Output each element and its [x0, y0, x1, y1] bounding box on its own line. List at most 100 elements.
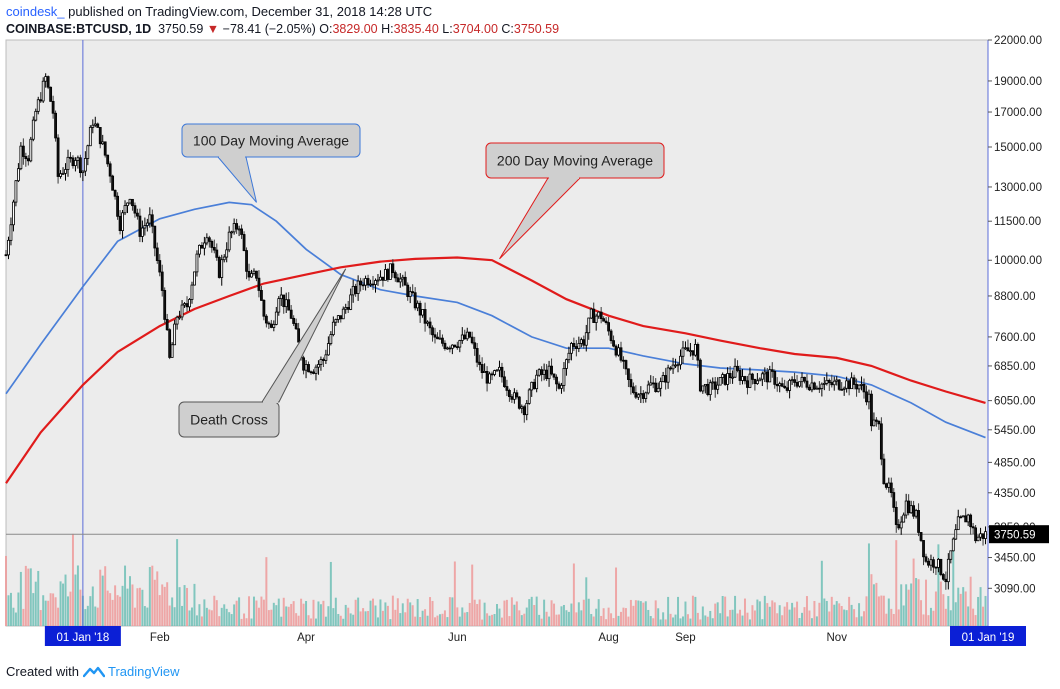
- time-axis: 01 Jan '18 Feb Apr Jun Aug Sep Nov 01 Jan '19: [44, 626, 1026, 646]
- volume-bar: [895, 540, 898, 626]
- candle: [619, 347, 623, 361]
- publish-line: coindesk_ published on TradingView.com, …: [6, 4, 432, 19]
- candle: [656, 387, 660, 392]
- volume-bar: [977, 596, 980, 626]
- volume-bar: [471, 564, 474, 626]
- volume-bar: [307, 615, 310, 626]
- callout-label: 200 Day Moving Average: [497, 153, 653, 169]
- volume-bar: [667, 596, 670, 626]
- volume-bar: [146, 607, 149, 626]
- candle: [485, 371, 489, 384]
- candle: [56, 137, 60, 177]
- volume-bar: [962, 587, 965, 626]
- candle: [198, 244, 201, 255]
- volume-bar: [280, 616, 283, 626]
- volume-bar: [907, 589, 910, 626]
- candle: [473, 342, 477, 349]
- candle: [113, 189, 117, 197]
- volume-bar: [14, 612, 17, 626]
- volume-bar: [446, 617, 449, 626]
- volume-bar: [783, 606, 786, 626]
- volume-bar: [944, 608, 947, 626]
- candle: [4, 254, 8, 257]
- volume-bar: [565, 610, 568, 626]
- candle: [463, 334, 467, 340]
- candle: [450, 344, 454, 349]
- volume-bar: [47, 600, 50, 626]
- volume-bar: [171, 597, 174, 626]
- volume-bar: [406, 598, 409, 626]
- volume-bar: [49, 593, 52, 626]
- candle: [879, 423, 883, 460]
- volume-bar: [99, 569, 102, 626]
- volume-bar: [788, 609, 791, 626]
- candle: [54, 112, 57, 139]
- volume-bar: [312, 599, 315, 626]
- candle: [207, 237, 211, 242]
- candle: [552, 373, 556, 378]
- candle: [309, 371, 313, 374]
- volume-bar: [292, 601, 295, 626]
- volume-bar: [942, 594, 945, 626]
- volume-bar: [481, 619, 484, 626]
- volume-bar: [111, 599, 114, 626]
- candle: [557, 383, 561, 389]
- candle: [932, 559, 935, 568]
- price-axis: 22000.00 19000.00 17000.00 15000.00 13000.00…: [988, 35, 1060, 626]
- candle: [904, 500, 908, 516]
- candle: [681, 347, 685, 357]
- candle: [448, 347, 452, 350]
- candle: [413, 292, 417, 309]
- candle: [446, 347, 449, 350]
- volume-bar: [659, 619, 662, 626]
- candle: [706, 383, 710, 396]
- volume-bar: [317, 601, 320, 626]
- volume-bar: [461, 607, 464, 626]
- volume-bar: [314, 618, 317, 626]
- candle: [827, 379, 831, 383]
- volume-bar: [669, 613, 672, 626]
- price-chart[interactable]: 100 Day Moving Average 200 Day Moving Ave…: [0, 0, 1060, 650]
- volume-bar: [245, 618, 248, 626]
- candle: [272, 324, 276, 328]
- volume-bar: [305, 600, 308, 626]
- volume-bar: [900, 584, 903, 626]
- volume-bar: [332, 608, 335, 626]
- volume-bar: [553, 603, 556, 626]
- candle: [202, 242, 206, 249]
- volume-bar: [865, 596, 868, 626]
- volume-bar: [984, 595, 987, 626]
- candle: [574, 346, 578, 349]
- volume-bar: [719, 613, 722, 626]
- candle: [686, 347, 690, 352]
- candle: [622, 359, 625, 362]
- y-tick-label: 3090.00: [994, 583, 1036, 595]
- author-link[interactable]: coindesk_: [6, 4, 65, 19]
- volume-bar: [128, 576, 131, 626]
- volume-bar: [178, 587, 181, 626]
- volume-bar: [302, 603, 305, 626]
- candle: [428, 321, 432, 329]
- low-value: 3704.00: [452, 22, 498, 36]
- candle: [480, 364, 484, 373]
- tradingview-link[interactable]: TradingView: [82, 664, 180, 679]
- candle: [867, 393, 871, 403]
- candle: [850, 377, 854, 390]
- candle: [852, 377, 856, 385]
- candle: [304, 364, 308, 371]
- candle: [872, 419, 876, 427]
- candle: [287, 299, 291, 311]
- volume-bar: [17, 592, 20, 626]
- volume-bar: [587, 598, 590, 626]
- symbol-label: COINBASE:BTCUSD, 1D: [6, 22, 152, 36]
- candle: [679, 355, 682, 366]
- candle: [984, 531, 987, 539]
- x-tick-label: Jun: [448, 632, 467, 644]
- volume-bar: [892, 613, 895, 626]
- candle: [820, 383, 824, 389]
- volume-bar: [748, 619, 751, 626]
- plot-background: [5, 39, 989, 627]
- volume-bar: [193, 583, 196, 626]
- volume-bar: [416, 599, 419, 626]
- candle: [733, 365, 737, 378]
